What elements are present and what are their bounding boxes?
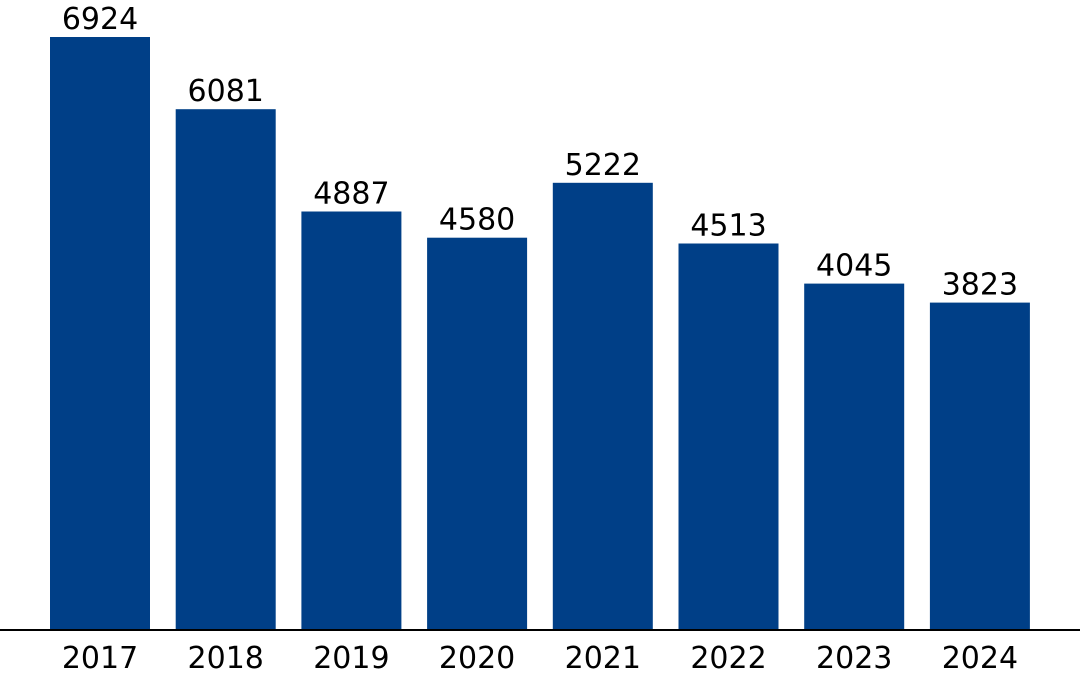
- bar-2017: [50, 37, 150, 630]
- value-label-2024: 3823: [942, 268, 1018, 303]
- value-label-2021: 5222: [565, 148, 641, 183]
- x-tick-label-2024: 2024: [942, 641, 1018, 675]
- bar-2020: [427, 237, 528, 630]
- bar-2019: [301, 211, 402, 630]
- x-tick-label-2020: 2020: [439, 641, 515, 675]
- x-tick-label-2021: 2021: [565, 641, 641, 675]
- bar-2023: [804, 283, 905, 630]
- value-label-2023: 4045: [816, 249, 892, 284]
- bar-2024: [929, 302, 1030, 630]
- bars-group: [50, 37, 1030, 631]
- x-tick-labels-group: 2017 2018 2019 2020 2021 2022 2023 2024: [62, 641, 1018, 675]
- x-tick-label-2023: 2023: [816, 641, 892, 675]
- bar-2022: [678, 243, 779, 630]
- value-label-2019: 4887: [313, 177, 389, 212]
- value-label-2018: 6081: [188, 74, 264, 109]
- x-tick-label-2019: 2019: [313, 641, 389, 675]
- value-label-2017: 6924: [62, 2, 138, 37]
- bar-2021: [552, 182, 653, 631]
- x-tick-label-2022: 2022: [690, 641, 766, 675]
- x-tick-label-2018: 2018: [188, 641, 264, 675]
- value-label-2020: 4580: [439, 203, 515, 238]
- value-label-2022: 4513: [690, 209, 766, 244]
- x-tick-label-2017: 2017: [62, 641, 138, 675]
- bar-2018: [175, 109, 276, 630]
- value-labels-group: 6924 6081 4887 4580 5222 4513 4045 3823: [62, 2, 1018, 303]
